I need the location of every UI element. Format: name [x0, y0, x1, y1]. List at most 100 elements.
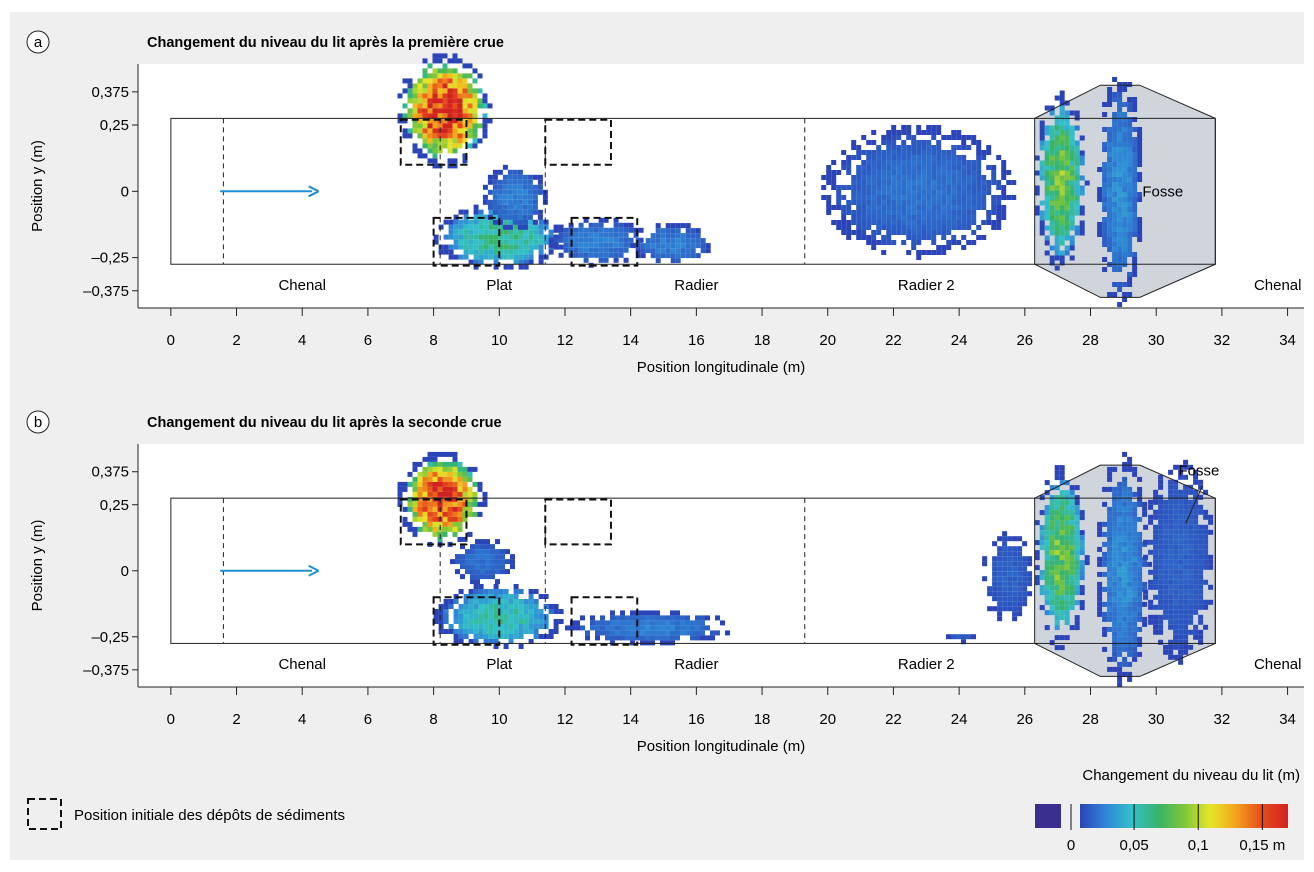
heatmap-cell — [1064, 195, 1070, 201]
heatmap-cell — [437, 461, 443, 467]
heatmap-cell — [946, 634, 951, 640]
heatmap-cell — [1148, 584, 1154, 590]
heatmap-cell — [1002, 541, 1008, 547]
heatmap-cell — [1107, 172, 1113, 177]
heatmap-cell — [966, 220, 972, 225]
heatmap-cell — [976, 185, 982, 190]
heatmap-cell — [1059, 200, 1065, 206]
heatmap-cell — [680, 615, 685, 621]
heatmap-cell — [1142, 511, 1148, 517]
heatmap-cell — [941, 245, 947, 250]
heatmap-cell — [1173, 574, 1179, 580]
heatmap-cell — [1069, 215, 1075, 221]
heatmap-cell — [613, 257, 619, 263]
heatmap-cell — [1049, 200, 1055, 206]
heatmap-cell — [412, 526, 418, 532]
heatmap-cell — [1011, 180, 1017, 185]
heatmap-cell — [876, 155, 882, 160]
heatmap-cell — [926, 235, 932, 240]
heatmap-cell — [615, 635, 620, 641]
heatmap-cell — [573, 227, 579, 233]
heatmap-cell — [826, 170, 832, 175]
heatmap-cell — [1127, 272, 1133, 277]
heatmap-cell — [926, 175, 932, 180]
heatmap-cell — [856, 225, 862, 230]
heatmap-cell — [1007, 556, 1013, 562]
heatmap-cell — [492, 199, 498, 205]
heatmap-cell — [1074, 155, 1080, 161]
heatmap-cell — [1054, 560, 1060, 566]
heatmap-cell — [478, 599, 484, 604]
heatmap-cell — [1002, 551, 1008, 557]
heatmap-cell — [906, 145, 912, 150]
heatmap-cell — [457, 521, 463, 527]
heatmap-cell — [1074, 180, 1080, 186]
heatmap-cell — [492, 209, 498, 215]
heatmap-cell — [588, 252, 594, 258]
heatmap-cell — [836, 200, 842, 205]
heatmap-cell — [1107, 102, 1113, 107]
heatmap-cell — [951, 240, 957, 245]
heatmap-cell — [442, 123, 448, 129]
heatmap-cell — [1039, 495, 1045, 501]
heatmap-cell — [1153, 584, 1159, 590]
heatmap-cell — [1102, 227, 1108, 232]
heatmap-cell — [558, 224, 564, 230]
heatmap-cell — [1049, 545, 1055, 551]
heatmap-cell — [1183, 529, 1189, 535]
heatmap-cell — [1107, 142, 1113, 147]
heatmap-cell — [1208, 554, 1214, 560]
heatmap-cell — [1022, 571, 1028, 577]
heatmap-cell — [508, 219, 514, 225]
heatmap-cell — [1069, 175, 1075, 181]
heatmap-cell — [846, 185, 852, 190]
heatmap-cell — [528, 589, 534, 594]
heatmap-cell — [916, 130, 922, 135]
heatmap-cell — [911, 200, 917, 205]
heatmap-cell — [1153, 524, 1159, 530]
heatmap-cell — [492, 184, 498, 190]
heatmap-cell — [976, 150, 982, 155]
heatmap-cell — [941, 190, 947, 195]
heatmap-cell — [1183, 554, 1189, 560]
heatmap-cell — [1132, 232, 1138, 237]
heatmap-cell — [1132, 621, 1138, 627]
heatmap-cell — [1039, 160, 1045, 166]
heatmap-cell — [1064, 620, 1070, 626]
heatmap-cell — [901, 210, 907, 215]
heatmap-cell — [563, 232, 569, 238]
heatmap-cell — [512, 194, 518, 200]
heatmap-cell — [851, 155, 857, 160]
heatmap-cell — [478, 624, 484, 629]
heatmap-cell — [453, 224, 459, 230]
heatmap-cell — [1049, 255, 1055, 261]
heatmap-cell — [468, 639, 474, 644]
heatmap-cell — [1117, 257, 1123, 262]
heatmap-cell — [432, 486, 438, 492]
heatmap-cell — [482, 118, 488, 124]
heatmap-cell — [1178, 654, 1184, 660]
colorbar-tick-label: 0,1 — [1188, 837, 1209, 854]
zone-label: Radier 2 — [898, 277, 955, 294]
heatmap-cell — [427, 88, 433, 94]
heatmap-cell — [503, 219, 509, 225]
heatmap-cell — [472, 103, 478, 109]
heatmap-cell — [443, 614, 449, 619]
heatmap-cell — [460, 564, 465, 570]
heatmap-cell — [523, 239, 529, 245]
heatmap-cell — [588, 232, 594, 238]
heatmap-cell — [1153, 544, 1159, 550]
heatmap-cell — [443, 619, 449, 624]
heatmap-cell — [453, 239, 459, 245]
heatmap-cell — [911, 195, 917, 200]
heatmap-cell — [1127, 631, 1133, 637]
heatmap-cell — [630, 635, 635, 641]
heatmap-cell — [680, 625, 685, 631]
heatmap-cell — [1097, 232, 1103, 237]
heatmap-cell — [720, 620, 725, 626]
heatmap-cell — [480, 554, 485, 560]
heatmap-cell — [1122, 601, 1128, 607]
heatmap-cell — [921, 210, 927, 215]
heatmap-cell — [946, 150, 952, 155]
heatmap-cell — [665, 253, 671, 259]
